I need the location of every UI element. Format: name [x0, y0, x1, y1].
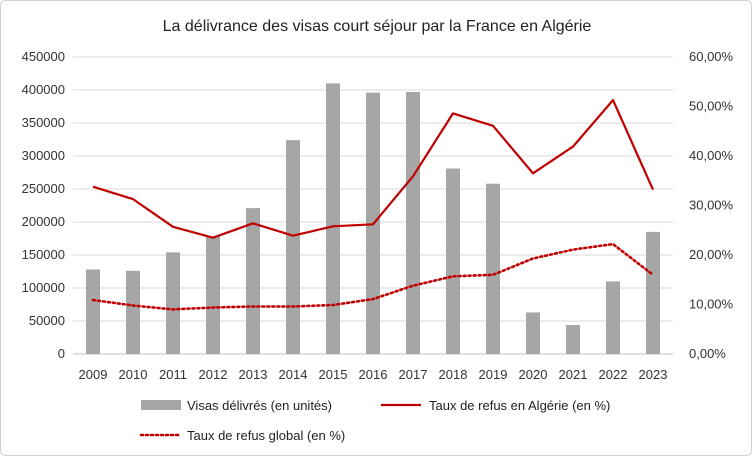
legend: Visas délivrés (en unités) Taux de refus…	[139, 398, 610, 443]
y-right-tick-label: 30,00%	[689, 198, 734, 213]
y-left-tick-label: 200000	[22, 214, 65, 229]
x-tick-label: 2010	[119, 367, 148, 382]
legend-label-bars: Visas délivrés (en unités)	[187, 398, 332, 413]
x-tick-label: 2020	[519, 367, 548, 382]
y-left-tick-label: 150000	[22, 247, 65, 262]
bar-2013	[246, 208, 260, 354]
y-right-tick-label: 0,00%	[689, 346, 726, 361]
x-tick-label: 2023	[639, 367, 668, 382]
bar-2019	[486, 183, 500, 354]
legend-label-refus-global: Taux de refus global (en %)	[187, 428, 345, 443]
bar-2018	[446, 168, 460, 354]
bar-2022	[606, 281, 620, 354]
line-series	[91, 98, 655, 311]
x-tick-label: 2012	[199, 367, 228, 382]
x-tick-label: 2011	[159, 367, 187, 382]
y-left-tick-label: 350000	[22, 115, 65, 130]
y-left-tick-label: 250000	[22, 181, 65, 196]
bar-2010	[126, 270, 140, 354]
bar-2014	[286, 140, 300, 354]
x-tick-label: 2016	[359, 367, 388, 382]
x-tick-label: 2013	[239, 367, 268, 382]
x-tick-label: 2022	[599, 367, 628, 382]
y-left-tick-label: 400000	[22, 82, 65, 97]
x-tick-label: 2019	[479, 367, 508, 382]
bar-2023	[646, 231, 660, 354]
legend-label-refus-algerie: Taux de refus en Algérie (en %)	[429, 398, 610, 413]
bar-2015	[326, 83, 340, 355]
y-right-tick-label: 60,00%	[689, 49, 734, 64]
bar-2011	[166, 252, 180, 354]
y-left-tick-label: 0	[58, 346, 65, 361]
y-left-tick-label: 450000	[22, 49, 65, 64]
y-right-tick-label: 20,00%	[689, 247, 734, 262]
y-left-tick-label: 50000	[29, 313, 65, 328]
chart-title: La délivrance des visas court séjour par…	[163, 18, 592, 35]
y-right-tick-label: 40,00%	[689, 148, 734, 163]
bar-2021	[566, 324, 580, 354]
legend-swatch-bars	[141, 400, 181, 410]
y-right-tick-label: 50,00%	[689, 99, 734, 114]
bar-2020	[526, 312, 540, 354]
x-tick-label: 2021	[559, 367, 588, 382]
x-tick-label: 2009	[79, 367, 108, 382]
y-left-tick-label: 100000	[22, 280, 65, 295]
bar-2009	[86, 269, 100, 354]
y-right-tick-label: 10,00%	[689, 297, 734, 312]
x-tick-label: 2015	[319, 367, 348, 382]
bar-2017	[406, 91, 420, 354]
x-tick-label: 2017	[399, 367, 428, 382]
x-tick-label: 2018	[439, 367, 468, 382]
axes: 0 50000 100000 150000 200000 250000 300000 3500…	[22, 49, 734, 382]
bar-2012	[206, 236, 220, 354]
x-tick-label: 2014	[279, 367, 308, 382]
line-refus-global	[91, 242, 655, 311]
bar-series	[86, 83, 660, 355]
y-left-tick-label: 300000	[22, 148, 65, 163]
